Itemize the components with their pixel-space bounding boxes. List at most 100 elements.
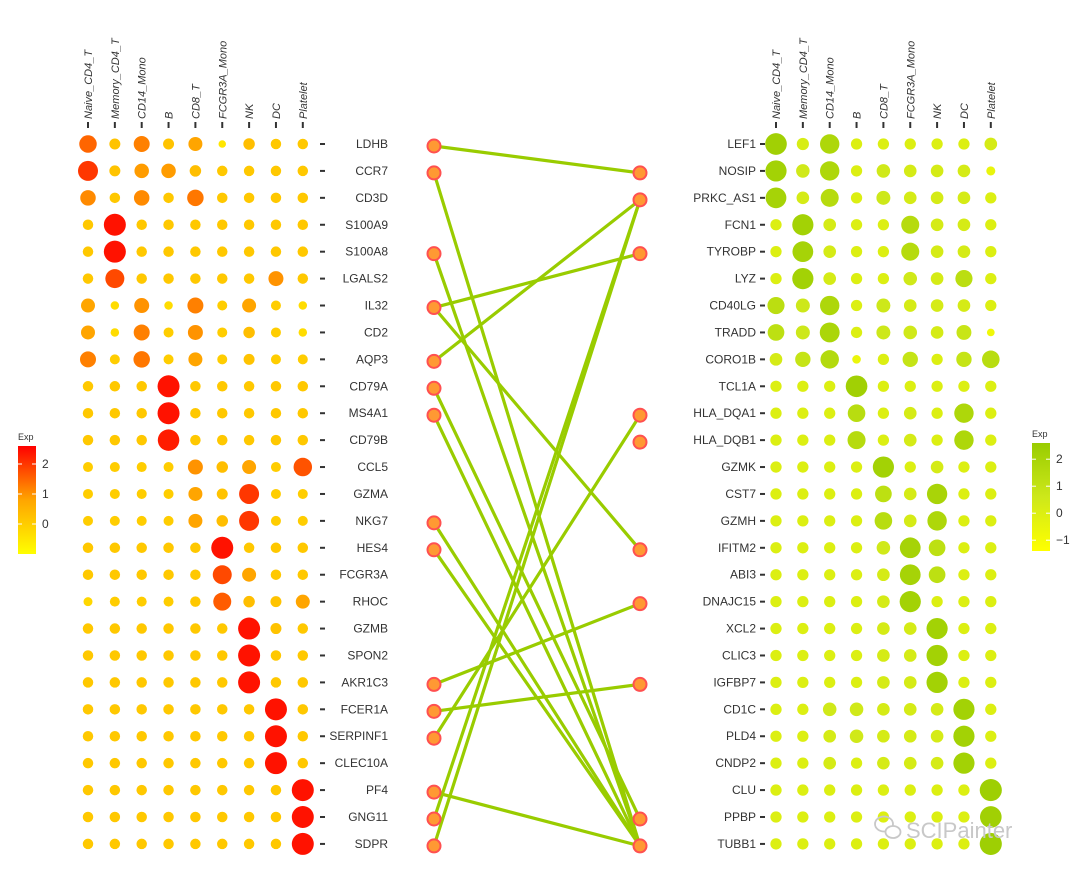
expression-dot: [82, 704, 94, 715]
column-label: B: [852, 112, 864, 119]
expression-dot: [82, 838, 94, 850]
expression-dot: [270, 677, 282, 688]
expression-dot: [163, 219, 174, 231]
expression-dot: [770, 488, 782, 500]
expression-dot: [824, 380, 836, 392]
expression-dot: [82, 623, 94, 634]
expression-dot: [770, 757, 782, 769]
expression-dot: [239, 510, 260, 531]
expression-dot: [264, 752, 287, 775]
expression-dot: [243, 165, 255, 177]
expression-dot: [134, 163, 149, 179]
expression-dot: [163, 784, 174, 796]
row-label: XCL2: [726, 622, 756, 636]
expression-dot: [903, 622, 917, 635]
expression-dot: [190, 811, 201, 823]
expression-dot: [217, 381, 228, 392]
row-label: IL32: [365, 299, 389, 313]
expression-dot: [954, 430, 974, 450]
expression-dot: [109, 542, 121, 554]
link-node-left: [426, 730, 442, 746]
expression-dot: [190, 730, 201, 742]
expression-dot: [188, 513, 203, 528]
expression-dot: [795, 325, 810, 340]
row-label: FCER1A: [341, 702, 388, 716]
column-label: CD8_T: [190, 83, 202, 119]
expression-dot: [136, 462, 147, 473]
expression-dot: [82, 407, 94, 419]
expression-dot: [850, 542, 863, 554]
expression-dot: [899, 591, 921, 613]
expression-dot: [217, 730, 228, 742]
expression-dot: [795, 351, 811, 368]
left-dot-panel: Naive_CD4_T Memory_CD4_T CD14_Mono B CD8_T FC…: [78, 37, 388, 855]
expression-dot: [796, 164, 810, 178]
expression-dot: [212, 565, 232, 585]
expression-dot: [270, 784, 282, 796]
expression-dot: [903, 164, 917, 178]
link-line: [432, 198, 642, 848]
expression-dot: [217, 811, 228, 823]
legend-colorbar: [18, 446, 36, 554]
row-label: TYROBP: [707, 245, 756, 259]
expression-dot: [797, 838, 809, 850]
row-label: CD2: [364, 325, 388, 339]
expression-dot: [190, 246, 201, 257]
expression-dot: [927, 511, 947, 531]
expression-dot: [297, 677, 309, 688]
expression-dot: [902, 351, 918, 368]
expression-dot: [899, 564, 921, 586]
column-label: Naive_CD4_T: [771, 49, 783, 119]
expression-dot: [930, 218, 944, 232]
expression-dot: [985, 246, 997, 258]
expression-dot: [903, 729, 917, 743]
expression-dot: [770, 811, 782, 823]
expression-dot: [904, 138, 916, 150]
expression-dot: [217, 784, 228, 796]
expression-dot: [824, 811, 836, 823]
expression-dot: [899, 537, 921, 559]
expression-dot: [797, 515, 809, 527]
row-label: GZMH: [721, 514, 756, 528]
expression-dot: [985, 622, 997, 635]
expression-dot: [903, 299, 917, 312]
expression-dot: [877, 676, 890, 689]
expression-dot: [80, 190, 96, 206]
expression-dot: [824, 784, 836, 796]
link-node-left: [426, 380, 442, 396]
expression-dot: [270, 300, 281, 311]
expression-dot: [824, 676, 836, 689]
expression-dot: [877, 219, 890, 231]
expression-dot: [163, 488, 174, 499]
expression-dot: [850, 272, 863, 285]
expression-dot: [982, 350, 1000, 369]
expression-dot: [849, 729, 864, 744]
expression-dot: [797, 811, 809, 823]
link-node-right: [632, 676, 648, 692]
expression-dot: [797, 784, 809, 796]
expression-dot: [797, 461, 809, 473]
expression-dot: [243, 704, 255, 715]
expression-dot: [136, 542, 147, 554]
row-label: PF4: [366, 783, 388, 797]
expression-dot: [109, 488, 120, 499]
expression-dot: [985, 407, 997, 419]
row-label: IGFBP7: [713, 675, 756, 689]
expression-dot: [243, 811, 255, 823]
expression-dot: [985, 488, 997, 500]
expression-dot: [164, 301, 173, 310]
expression-dot: [109, 381, 121, 392]
row-label: SDPR: [355, 837, 389, 851]
link-line: [432, 144, 642, 175]
expression-dot: [136, 757, 147, 769]
expression-dot: [874, 512, 893, 530]
expression-dot: [109, 677, 121, 688]
expression-dot: [958, 838, 970, 850]
expression-dot: [243, 192, 255, 204]
expression-dot: [797, 542, 809, 554]
expression-dot: [136, 623, 147, 634]
expression-dot: [163, 354, 174, 365]
expression-dot: [82, 784, 94, 796]
expression-dot: [163, 811, 174, 823]
expression-dot: [958, 676, 970, 689]
